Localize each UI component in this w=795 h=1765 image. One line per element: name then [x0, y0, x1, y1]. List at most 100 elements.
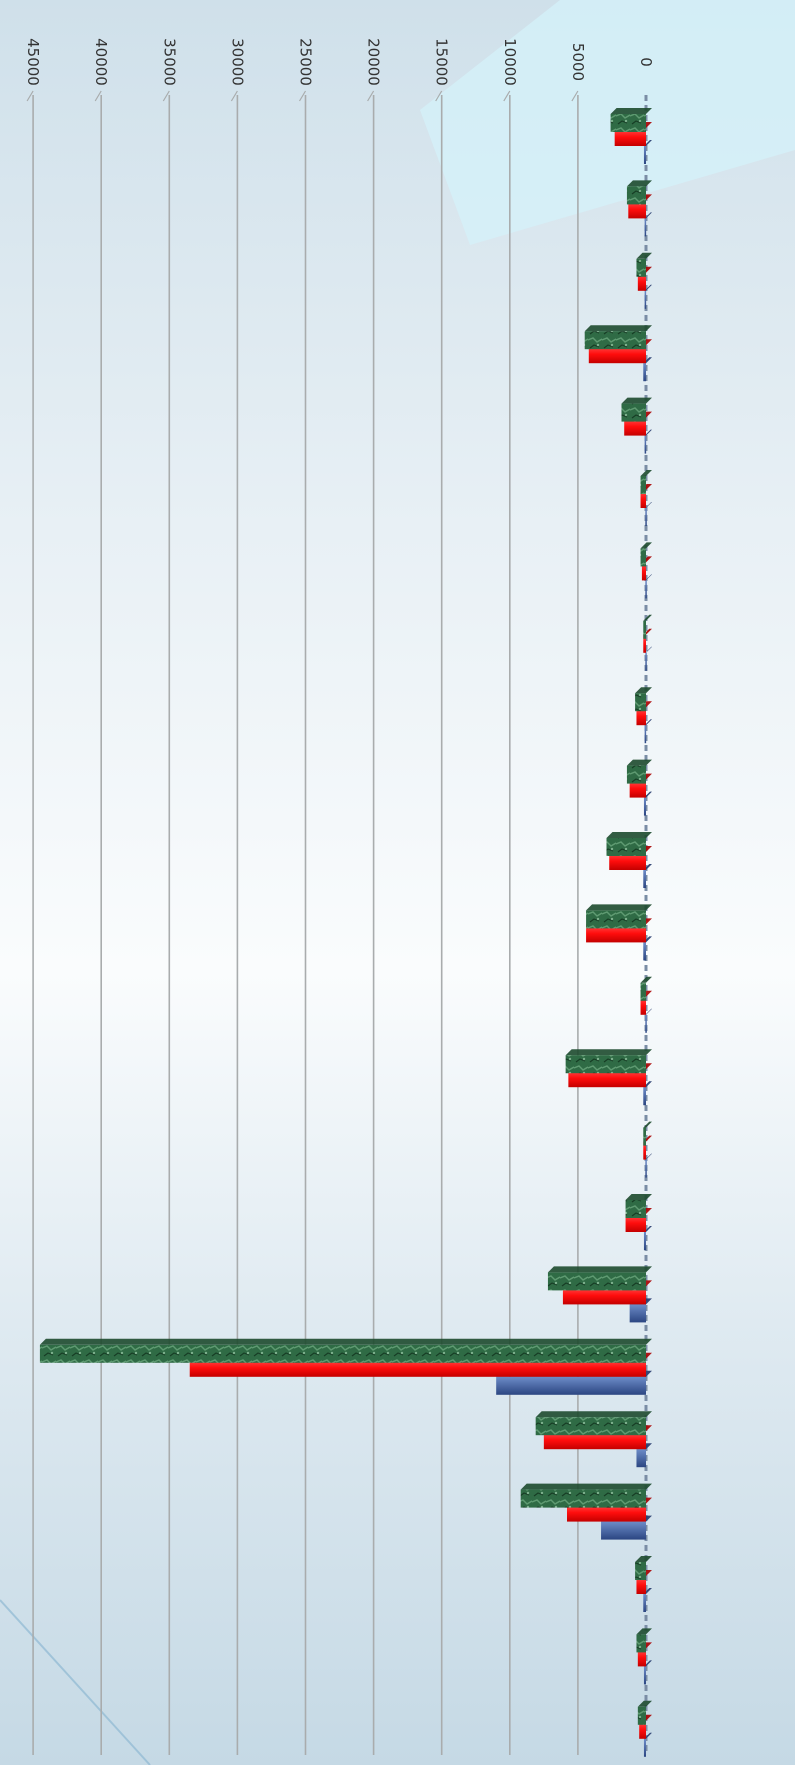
bar-depth-2-2 — [636, 252, 652, 259]
bar-series-0-cat-9 — [643, 797, 646, 816]
bar-depth-0-8 — [644, 719, 652, 726]
bar-series-2-cat-6 — [640, 548, 646, 567]
tick-label: 5000 — [569, 43, 587, 81]
bar-depth-2-3 — [584, 325, 652, 332]
bar-series-1-cat-13 — [568, 1069, 646, 1088]
bar-series-1-cat-2 — [637, 272, 646, 291]
grid-line-perspective — [26, 90, 34, 102]
bar-series-1-cat-12 — [640, 996, 646, 1015]
bar-depth-2-4 — [621, 397, 652, 404]
tick-label: 15000 — [433, 38, 451, 86]
bar-depth-2-9 — [626, 759, 652, 766]
bar-series-0-cat-20 — [643, 1594, 646, 1612]
grid-line-perspective — [367, 90, 375, 102]
bar-series-0-cat-5 — [645, 508, 647, 526]
bar-series-2-cat-11 — [586, 910, 646, 929]
bar-series-1-cat-14 — [643, 1141, 646, 1160]
bar-series-0-cat-7 — [645, 652, 647, 671]
bar-depth-2-8 — [635, 687, 652, 694]
bar-series-2-cat-0 — [610, 114, 646, 132]
grid-line-perspective — [94, 90, 102, 102]
bar-depth-2-5 — [640, 470, 652, 476]
bar-depth-2-21 — [636, 1628, 652, 1635]
bar-series-1-cat-16 — [562, 1286, 646, 1305]
bar-series-0-cat-18 — [636, 1449, 646, 1468]
bar-series-1-cat-1 — [628, 200, 646, 219]
bar-series-2-cat-16 — [547, 1272, 646, 1291]
bar-depth-2-1 — [626, 180, 652, 187]
bar-depth-2-19 — [520, 1483, 652, 1490]
tick-label: 25000 — [297, 38, 315, 86]
bar-series-2-cat-19 — [520, 1489, 646, 1508]
bar-series-2-cat-2 — [636, 258, 646, 277]
bar-depth-2-11 — [586, 904, 652, 911]
bar-series-1-cat-11 — [586, 924, 646, 943]
grid-line-perspective — [230, 90, 238, 102]
grid-line-perspective — [503, 90, 511, 102]
bar-depth-0-7 — [645, 646, 652, 653]
bar-depth-2-22 — [637, 1700, 652, 1707]
bar-series-0-cat-0 — [643, 146, 646, 164]
bar-series-2-cat-21 — [636, 1634, 646, 1653]
grid-line-perspective — [571, 90, 579, 102]
bar-series-0-cat-6 — [645, 580, 647, 599]
bar-series-0-cat-4 — [644, 435, 647, 454]
bar-series-0-cat-15 — [643, 1232, 646, 1250]
grid-lines — [26, 90, 579, 1755]
bar-series-0-cat-16 — [629, 1304, 646, 1323]
bar-depth-2-17 — [39, 1338, 653, 1345]
bar-depth-0-2 — [644, 284, 652, 291]
bar-series-2-cat-20 — [635, 1562, 646, 1580]
bar-series-2-cat-8 — [635, 693, 646, 712]
tick-label: 0 — [637, 57, 655, 67]
bar-depth-2-18 — [535, 1411, 652, 1418]
bar-depth-2-20 — [635, 1556, 652, 1562]
tick-label: 20000 — [365, 38, 383, 86]
bar-series-0-cat-13 — [643, 1087, 646, 1106]
bar-depth-0-14 — [645, 1153, 652, 1160]
bar-series-1-cat-3 — [588, 345, 646, 364]
bar-depth-2-15 — [625, 1194, 652, 1200]
bar-depth-2-13 — [565, 1049, 652, 1056]
bar-series-1-cat-7 — [643, 634, 646, 653]
bar-depth-2-14 — [643, 1121, 652, 1128]
bar-series-0-cat-12 — [645, 1014, 647, 1033]
bar-series-1-cat-10 — [609, 852, 646, 870]
bar-depth-2-0 — [610, 108, 652, 114]
bar-series-2-cat-18 — [535, 1417, 646, 1436]
bar-depth-2-16 — [547, 1266, 652, 1273]
bar-series-2-cat-1 — [626, 186, 646, 205]
bar-series-2-cat-17 — [39, 1344, 647, 1363]
bar-series-1-cat-19 — [567, 1503, 646, 1522]
grid-line-perspective — [435, 90, 443, 102]
bar-series-2-cat-3 — [584, 331, 646, 350]
bar-series-2-cat-14 — [643, 1127, 646, 1146]
bar-depth-0-12 — [645, 1008, 652, 1015]
bar-series-0-cat-10 — [643, 870, 646, 888]
bar-series-1-cat-20 — [636, 1576, 646, 1594]
bar-depth-0-5 — [645, 502, 652, 508]
bar-series-0-cat-22 — [643, 1738, 646, 1757]
bar-series-2-cat-22 — [637, 1706, 646, 1725]
bar-series-0-cat-3 — [643, 363, 646, 382]
bar-depth-0-1 — [644, 212, 652, 219]
bar-series-1-cat-15 — [625, 1214, 646, 1232]
bar-depth-2-7 — [643, 614, 652, 621]
bar-series-1-cat-0 — [614, 128, 646, 146]
bar-series-1-cat-22 — [639, 1720, 646, 1739]
bar-series-0-cat-19 — [601, 1521, 646, 1540]
bar-series-0-cat-17 — [496, 1376, 646, 1395]
background-accent — [420, 0, 795, 245]
bar-depth-0-4 — [644, 429, 652, 436]
bar-series-1-cat-6 — [641, 562, 646, 581]
bar-series-0-cat-8 — [644, 725, 647, 744]
bar-series-1-cat-5 — [640, 490, 646, 508]
bar-series-2-cat-4 — [621, 403, 646, 422]
bar-series-1-cat-8 — [636, 707, 646, 726]
tick-label: 35000 — [160, 38, 178, 86]
bar-depth-0-6 — [645, 574, 652, 581]
grid-line-perspective — [298, 90, 307, 102]
bar-series-2-cat-10 — [606, 838, 646, 856]
